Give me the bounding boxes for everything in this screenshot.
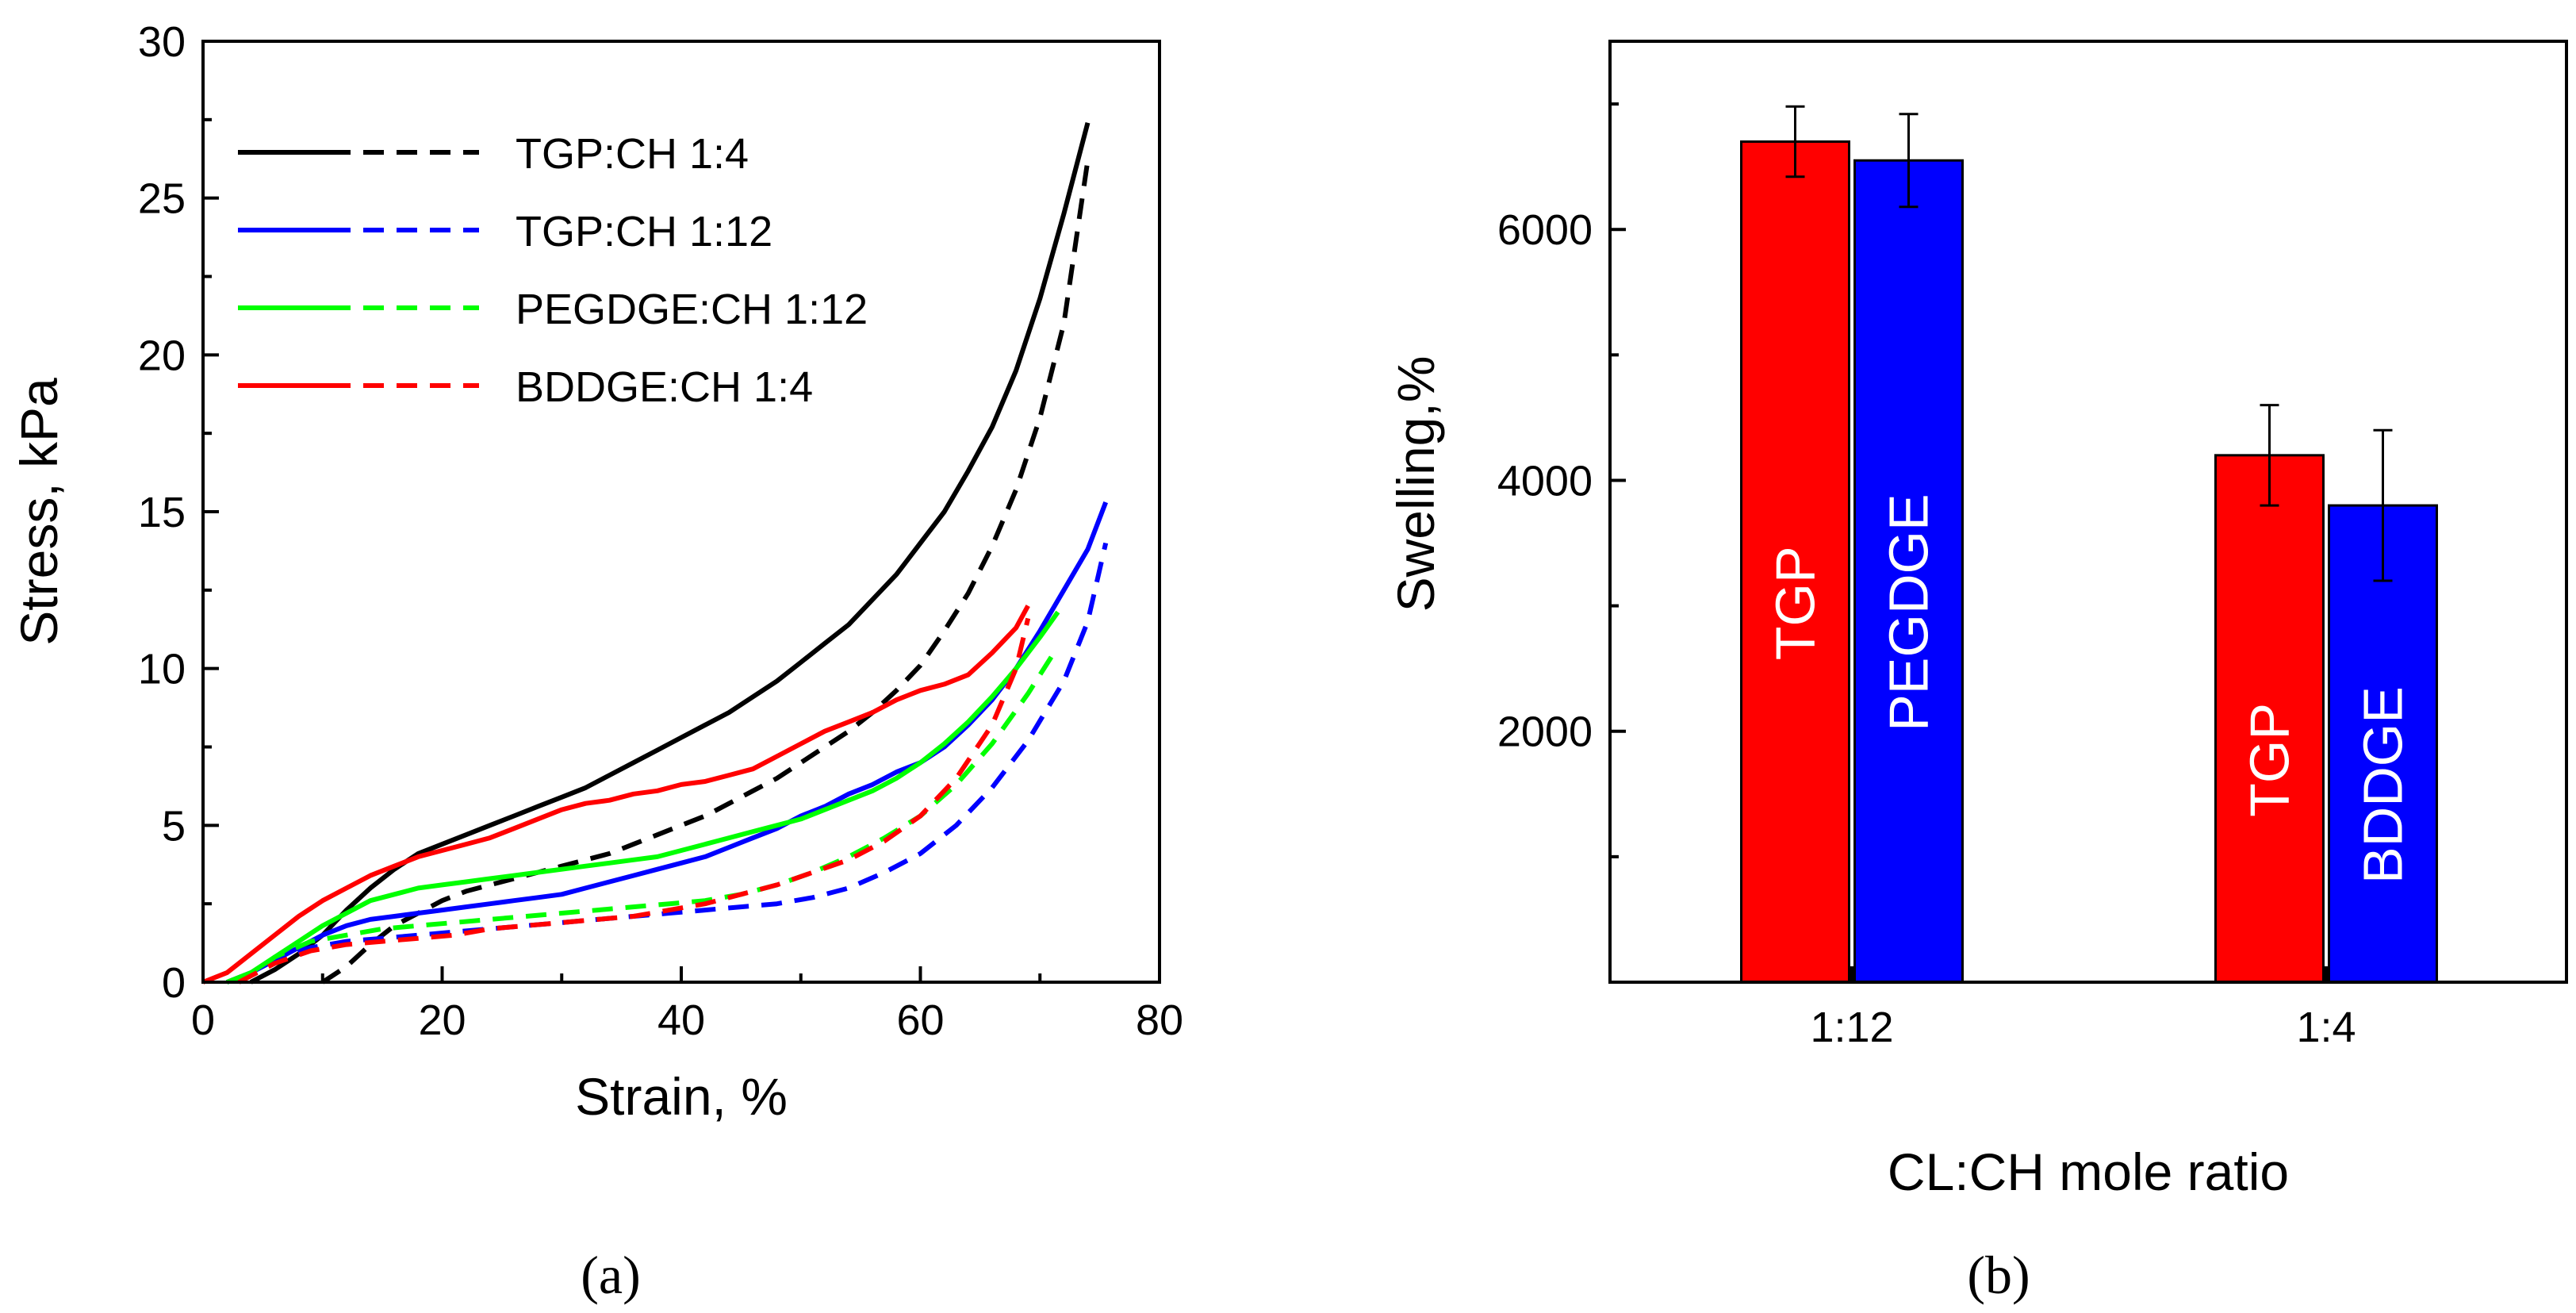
panel-a-x-axis-title: Strain, % bbox=[575, 1067, 788, 1126]
bar-label: BDDGE bbox=[2352, 686, 2414, 884]
y-tick-label: 30 bbox=[138, 18, 186, 66]
y-tick-label: 15 bbox=[138, 489, 186, 536]
legend-label: PEGDGE:CH 1:12 bbox=[516, 286, 868, 333]
y-tick-label: 0 bbox=[162, 959, 186, 1007]
panel-a-legend: TGP:CH 1:4 TGP:CH 1:12 PEGDGE:CH 1:12 BDDGE… bbox=[238, 130, 868, 411]
series-line-7 bbox=[201, 605, 1030, 985]
legend-label: BDDGE:CH 1:4 bbox=[516, 363, 813, 411]
bar-label: TGP bbox=[2239, 703, 2301, 817]
x-tick-label: 40 bbox=[657, 996, 705, 1044]
legend-label: TGP:CH 1:12 bbox=[516, 208, 772, 255]
bar bbox=[1740, 140, 1850, 984]
panel-b-axis-ticks: 2000 4000 6000 1:12 1:4 bbox=[1497, 102, 2356, 1051]
panel-b-x-axis-title: CL:CH mole ratio bbox=[1888, 1142, 2289, 1201]
panel-a-series-lines bbox=[201, 122, 1109, 985]
series-line-8 bbox=[237, 617, 1031, 985]
panel-b-y-axis-title: Swelling,% bbox=[1386, 356, 1445, 612]
bar bbox=[2328, 504, 2438, 984]
series-line-5 bbox=[226, 610, 1060, 985]
x-tick-label: 1:12 bbox=[1810, 1004, 1893, 1051]
panel-a-axis-ticks: 0 20 40 60 80 0 5 10 15 20 25 30 bbox=[138, 18, 1183, 1044]
legend-label: TGP:CH 1:4 bbox=[516, 130, 749, 178]
series-line-1 bbox=[249, 122, 1091, 985]
y-tick-label: 6000 bbox=[1497, 206, 1593, 254]
series-line-6 bbox=[237, 655, 1054, 985]
y-tick-label: 2000 bbox=[1497, 708, 1593, 756]
x-tick-label: 0 bbox=[191, 996, 215, 1044]
x-tick-label: 20 bbox=[418, 996, 466, 1044]
panel-b-swelling-bar-chart: TGP PEGDGE TGP BDDGE 2000 4000 6000 1:12 1:4 CL… bbox=[1386, 40, 2568, 1305]
x-tick-label: 1:4 bbox=[2296, 1004, 2356, 1051]
y-tick-label: 20 bbox=[138, 332, 186, 379]
panel-a-label: (a) bbox=[581, 1245, 640, 1305]
y-tick-label: 25 bbox=[138, 175, 186, 223]
x-tick-label: 80 bbox=[1136, 996, 1183, 1044]
y-tick-label: 10 bbox=[138, 646, 186, 693]
bar-label: PEGDGE bbox=[1878, 493, 1940, 731]
panel-b-plot-frame bbox=[1608, 40, 2568, 984]
panel-a-plot-frame bbox=[201, 40, 1161, 984]
y-tick-label: 5 bbox=[162, 802, 186, 850]
bar bbox=[1853, 159, 1964, 984]
y-tick-label: 4000 bbox=[1497, 457, 1593, 505]
panel-a-y-axis-title: Stress, kPa bbox=[10, 378, 68, 646]
bar bbox=[2214, 454, 2325, 984]
panel-b-label: (b) bbox=[1967, 1245, 2030, 1305]
x-tick-label: 60 bbox=[896, 996, 944, 1044]
panel-b-bars: TGP PEGDGE TGP BDDGE bbox=[1740, 105, 2438, 984]
series-line-4 bbox=[237, 542, 1109, 985]
bar-label: TGP bbox=[1765, 546, 1827, 660]
